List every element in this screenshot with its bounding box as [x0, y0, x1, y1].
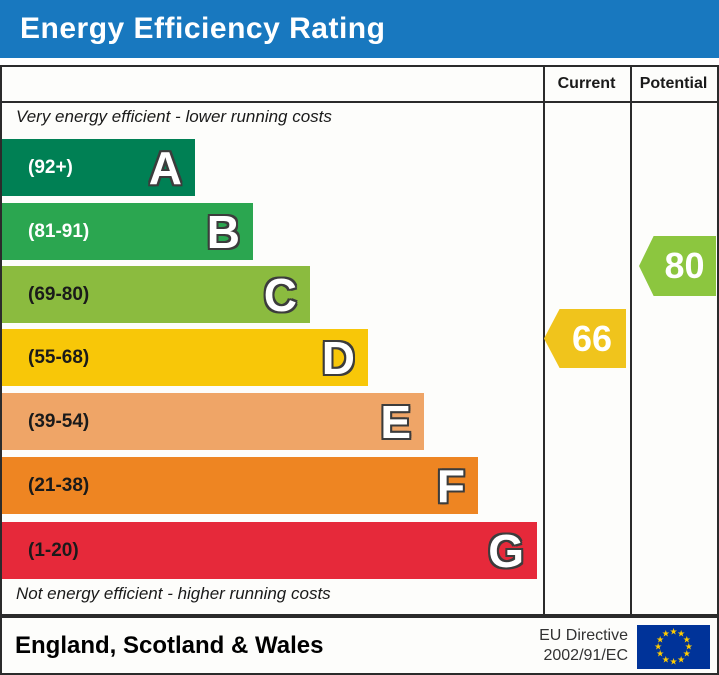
- eu-flag-star: ★: [669, 626, 678, 637]
- column-header-current: Current: [557, 75, 616, 92]
- band-range-label: (39-54): [28, 410, 90, 432]
- band-letter: D: [321, 331, 355, 384]
- eu-directive-label: EU Directive 2002/91/EC: [539, 626, 628, 666]
- band-d: (55-68) D: [2, 329, 368, 386]
- eu-flag-star: ★: [677, 654, 686, 665]
- potential-column-divider: [630, 67, 632, 614]
- band-range-label: (55-68): [28, 346, 90, 368]
- column-header-potential: Potential: [639, 75, 708, 92]
- band-range-label: (92+): [28, 156, 73, 178]
- eu-flag-star: ★: [654, 641, 663, 652]
- eu-flag-star: ★: [682, 648, 691, 659]
- band-range-label: (1-20): [28, 539, 79, 561]
- potential-rating-arrow: 80: [639, 236, 716, 296]
- eu-flag-star: ★: [684, 641, 693, 652]
- eu-flag-star: ★: [669, 656, 678, 667]
- band-f: (21-38) F: [2, 457, 478, 514]
- current-rating-value: 66: [571, 317, 613, 359]
- table-header-row: Current Potential: [2, 67, 717, 103]
- eu-flag-star: ★: [656, 634, 665, 645]
- eu-directive-line2: 2002/91/EC: [543, 647, 628, 664]
- band-letter: A: [148, 141, 182, 194]
- footer-bar: England, Scotland & Wales EU Directive 2…: [0, 616, 719, 675]
- bottom-note: Not energy efficient - higher running co…: [16, 584, 331, 603]
- current-rating-arrow: 66: [544, 309, 626, 368]
- eu-flag-star: ★: [661, 654, 670, 665]
- eu-flag-star: ★: [661, 628, 670, 639]
- band-letter: E: [380, 395, 411, 448]
- title-bar: Energy Efficiency Rating: [0, 0, 719, 58]
- band-g: (1-20) G: [2, 522, 537, 579]
- eu-flag-star: ★: [656, 648, 665, 659]
- band-range-label: (21-38): [28, 474, 90, 496]
- band-e: (39-54) E: [2, 393, 424, 450]
- band-letter: G: [488, 524, 524, 577]
- band-a: (92+) A: [2, 139, 195, 196]
- band-range-label: (69-80): [28, 283, 90, 305]
- band-c: (69-80) C: [2, 266, 310, 323]
- band-letter: C: [263, 268, 297, 321]
- band-letter: F: [436, 459, 465, 512]
- potential-rating-value: 80: [664, 245, 705, 286]
- page-title: Energy Efficiency Rating: [20, 12, 386, 45]
- eu-flag-star: ★: [677, 628, 686, 639]
- top-note: Very energy efficient - lower running co…: [16, 107, 332, 126]
- band-letter: B: [206, 205, 240, 258]
- current-column-divider: [543, 67, 545, 614]
- eu-flag-star: ★: [682, 634, 691, 645]
- region-label: England, Scotland & Wales: [15, 631, 324, 659]
- eu-directive-line1: EU Directive: [539, 627, 628, 644]
- eu-flag-icon: ★ ★ ★ ★ ★ ★ ★ ★ ★ ★ ★ ★: [637, 625, 710, 669]
- band-range-label: (81-91): [28, 220, 90, 242]
- band-b: (81-91) B: [2, 203, 253, 260]
